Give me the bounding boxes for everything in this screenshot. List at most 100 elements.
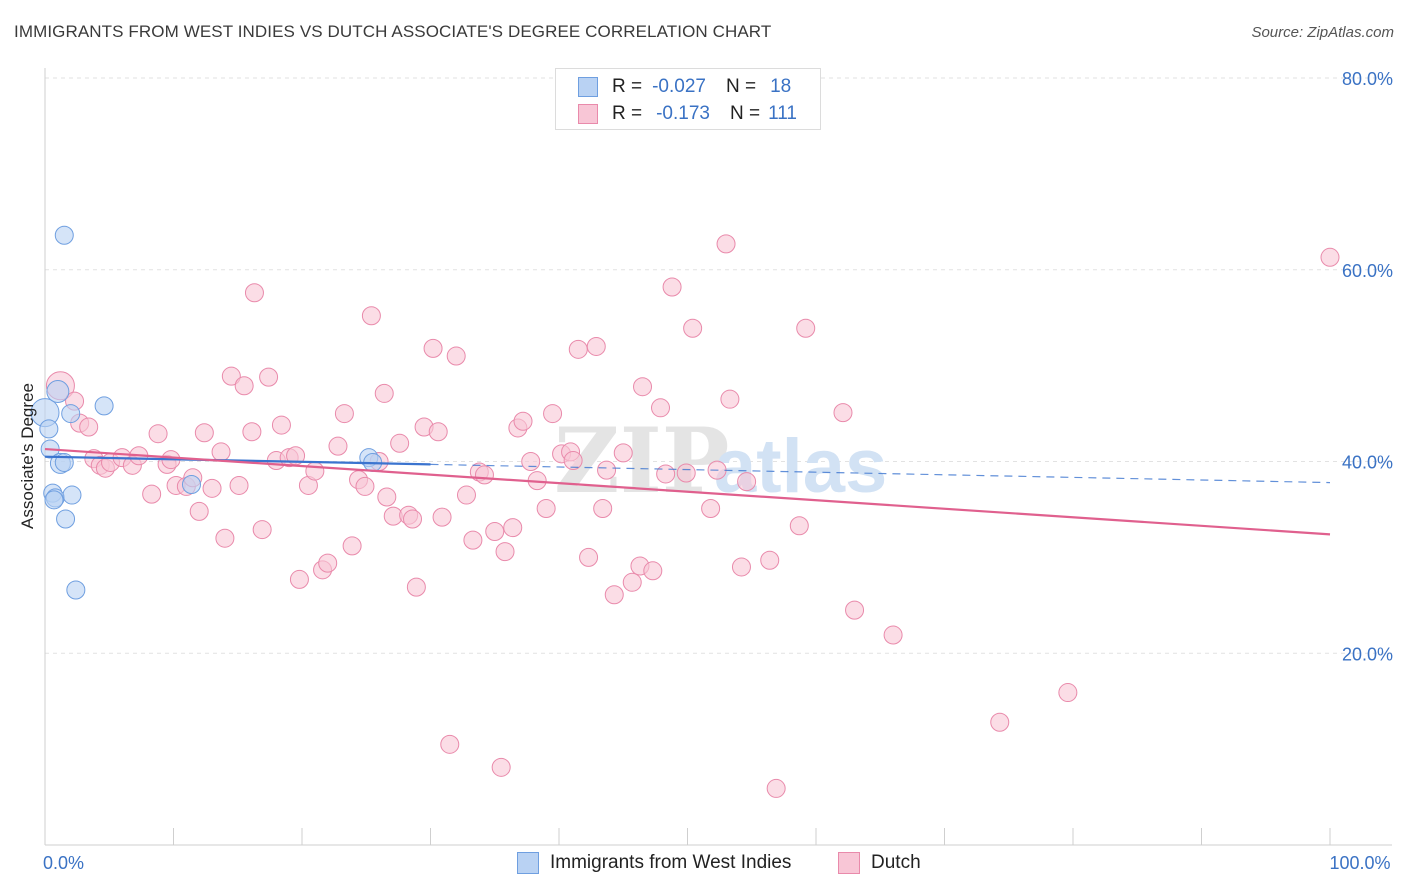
- point-dutch: [305, 461, 325, 481]
- point-dutch: [289, 569, 309, 589]
- watermark-zip: ZIP: [554, 408, 729, 514]
- point-dutch: [423, 338, 443, 358]
- legend-swatch-west-indies: [517, 852, 539, 874]
- legend-label-west-indies: Immigrants from West Indies: [550, 852, 792, 873]
- point-dutch: [328, 436, 348, 456]
- point-dutch: [242, 422, 262, 442]
- point-dutch: [202, 478, 222, 498]
- point-dutch: [229, 475, 249, 495]
- watermark: ZIP atlas: [554, 408, 887, 514]
- point-dutch: [211, 442, 231, 462]
- point-dutch: [701, 498, 721, 518]
- point-dutch: [720, 389, 740, 409]
- point-dutch: [643, 561, 663, 581]
- legend-label-dutch: Dutch: [871, 852, 921, 873]
- point-west-indies: [94, 396, 114, 416]
- point-west-indies: [46, 380, 70, 404]
- point-west-indies: [61, 404, 81, 424]
- y-tick-label: 20.0%: [1342, 644, 1393, 664]
- point-dutch: [633, 377, 653, 397]
- point-dutch: [252, 520, 272, 540]
- trend-line-dutch: [44, 447, 1331, 536]
- point-dutch: [662, 277, 682, 297]
- y-tick-label: 80.0%: [1342, 69, 1393, 89]
- point-dutch: [406, 577, 426, 597]
- points-layer: [30, 225, 1340, 798]
- legend-row-west-indies: R = -0.027 N = 18: [578, 75, 791, 99]
- point-west-indies: [66, 580, 86, 600]
- point-dutch: [495, 542, 515, 562]
- point-dutch: [622, 572, 642, 592]
- point-dutch: [593, 498, 613, 518]
- point-dutch: [833, 403, 853, 423]
- chart-title: IMMIGRANTS FROM WEST INDIES VS DUTCH ASS…: [14, 22, 772, 41]
- legend-row-dutch: R = -0.173 N = 111: [578, 102, 797, 126]
- point-dutch: [796, 318, 816, 338]
- point-dutch: [604, 585, 624, 605]
- point-west-indies: [181, 475, 201, 495]
- point-dutch: [194, 423, 214, 443]
- point-dutch: [491, 757, 511, 777]
- point-west-indies: [39, 419, 59, 439]
- legend-item-west-indies[interactable]: Immigrants from West Indies: [517, 852, 791, 874]
- point-dutch: [676, 463, 696, 483]
- point-dutch: [463, 530, 483, 550]
- legend-n-label: N =: [725, 76, 757, 97]
- point-dutch: [474, 465, 494, 485]
- legend-n-value: 111: [768, 103, 797, 124]
- grid-layer: [45, 77, 1392, 654]
- y-tick-label: 60.0%: [1342, 261, 1393, 281]
- point-dutch: [148, 424, 168, 444]
- point-dutch: [215, 528, 235, 548]
- point-dutch: [1320, 247, 1340, 267]
- point-dutch: [990, 712, 1010, 732]
- point-dutch: [428, 422, 448, 442]
- point-dutch: [244, 283, 264, 303]
- point-west-indies: [44, 490, 64, 510]
- point-dutch: [221, 366, 241, 386]
- point-dutch: [1058, 683, 1078, 703]
- tick-labels: 20.0% 40.0% 60.0% 80.0% 0.0% 100.0%: [43, 69, 1393, 873]
- point-dutch: [543, 404, 563, 424]
- point-dutch: [485, 521, 505, 541]
- point-west-indies: [62, 485, 82, 505]
- trend-line-west-indies: [44, 455, 431, 466]
- point-dutch: [446, 346, 466, 366]
- point-dutch: [579, 547, 599, 567]
- point-dutch: [342, 536, 362, 556]
- point-dutch: [259, 367, 279, 387]
- point-dutch: [142, 484, 162, 504]
- point-dutch: [440, 734, 460, 754]
- legend-item-dutch[interactable]: Dutch: [838, 852, 921, 874]
- point-dutch: [656, 464, 676, 484]
- point-dutch: [716, 234, 736, 254]
- point-dutch: [521, 452, 541, 471]
- x-tick-label: 100.0%: [1329, 853, 1390, 873]
- legend-n-label: N =: [729, 103, 761, 124]
- point-dutch: [760, 550, 780, 570]
- point-dutch: [563, 451, 583, 471]
- legend-r-label: R =: [612, 103, 643, 124]
- x-tick-label: 0.0%: [43, 853, 84, 873]
- point-dutch: [374, 383, 394, 403]
- point-dutch: [234, 376, 254, 396]
- point-dutch: [568, 339, 588, 359]
- point-dutch: [355, 476, 375, 496]
- point-dutch: [503, 518, 523, 538]
- point-west-indies: [54, 225, 74, 245]
- point-dutch: [731, 557, 751, 577]
- point-dutch: [597, 460, 617, 480]
- legend-swatch-dutch: [838, 852, 860, 874]
- legend-swatch-west-indies: [578, 77, 598, 97]
- point-dutch: [789, 516, 809, 536]
- correlation-legend: R = -0.027 N = 18 R = -0.173 N = 111: [555, 68, 821, 130]
- point-west-indies: [56, 509, 76, 529]
- y-tick-label: 40.0%: [1342, 453, 1393, 473]
- legend-r-value: -0.173: [656, 103, 710, 124]
- point-dutch: [271, 415, 291, 435]
- point-dutch: [318, 553, 338, 573]
- legend-swatch-dutch: [578, 104, 598, 124]
- source-label: Source: ZipAtlas.com: [1251, 24, 1394, 41]
- point-dutch: [845, 600, 865, 620]
